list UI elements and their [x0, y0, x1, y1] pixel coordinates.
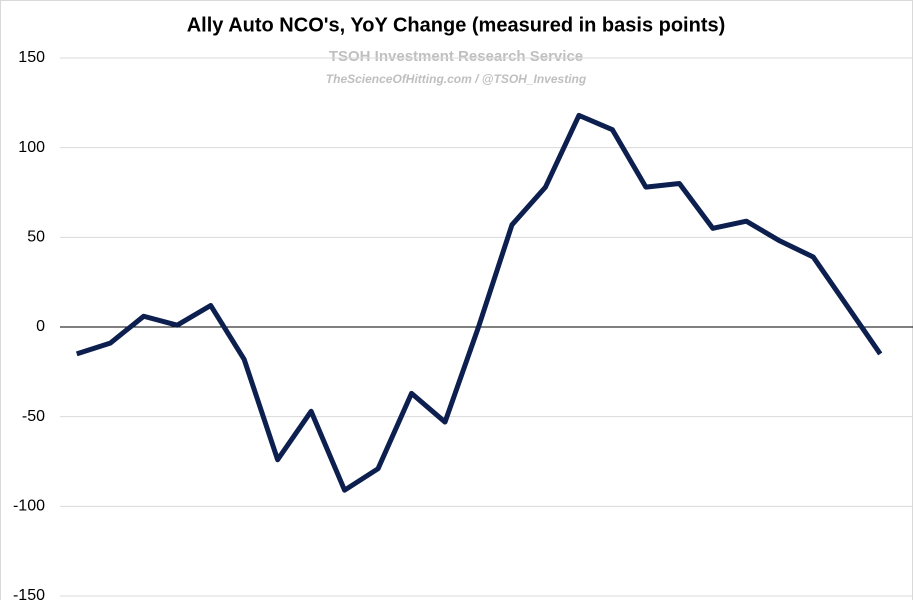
y-tick-label: 0	[36, 318, 45, 335]
chart-title: Ally Auto NCO's, YoY Change (measured in…	[187, 14, 726, 36]
y-tick-label: -100	[13, 498, 45, 515]
data-line	[75, 112, 883, 493]
y-tick-label: 100	[18, 139, 45, 156]
y-tick-label: -150	[13, 587, 45, 600]
y-tick-label: 50	[27, 229, 45, 246]
y-tick-label: 150	[18, 49, 45, 66]
y-tick-label: -50	[22, 408, 45, 425]
chart-subtitle: TSOH Investment Research Service	[329, 48, 583, 65]
annotation: TheScienceOfHitting.com / @TSOH_Investin…	[326, 72, 587, 86]
